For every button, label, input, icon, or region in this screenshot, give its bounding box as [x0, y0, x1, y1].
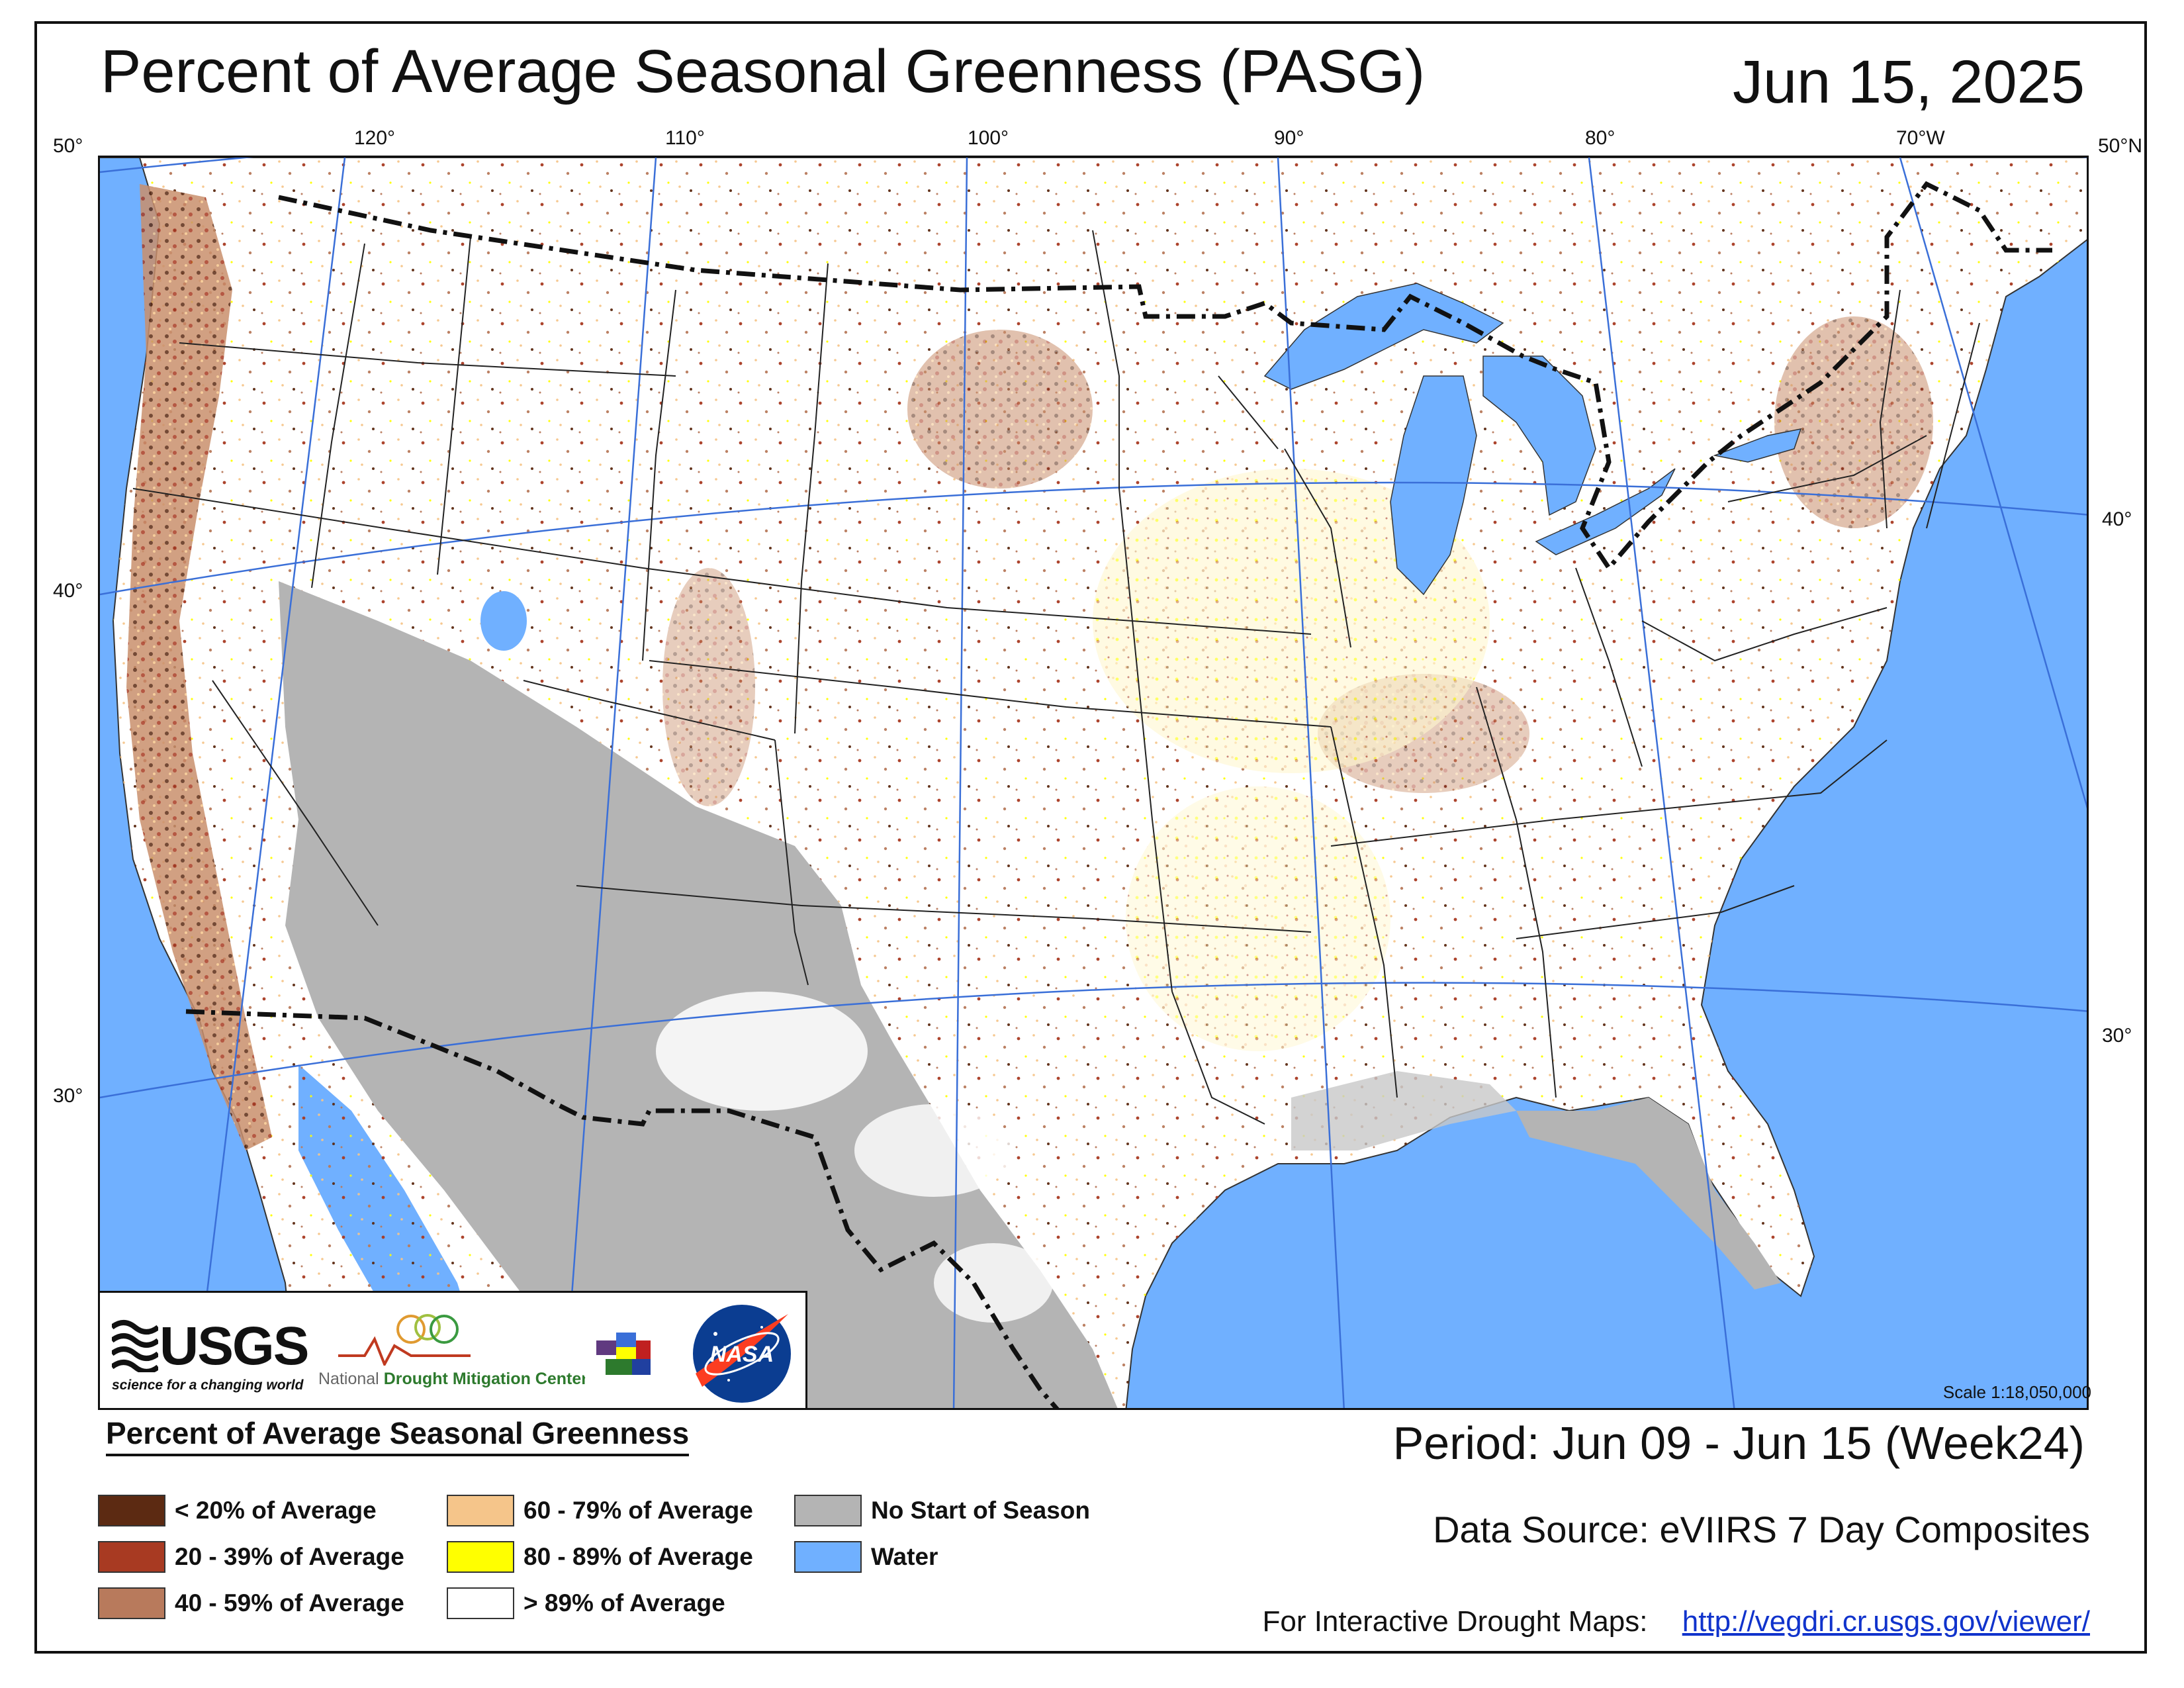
no-season-gulf-coast: [1291, 1071, 1516, 1150]
legend-label: No Start of Season: [871, 1497, 1090, 1524]
nasa-meatball-icon: NASA: [693, 1305, 791, 1403]
lon-label-120: 120°: [354, 127, 396, 149]
legend-swatch: [447, 1541, 514, 1573]
legend-swatch: [447, 1495, 514, 1526]
international-border: [185, 181, 2052, 1408]
nasa-logo[interactable]: NASA: [689, 1301, 795, 1407]
legend-item-80-89: 80 - 89% of Average: [447, 1541, 753, 1573]
lake-ontario: [1713, 428, 1802, 463]
legend-label: 20 - 39% of Average: [175, 1543, 404, 1570]
lon-label-100: 100°: [968, 127, 1009, 149]
lat-label-right-40: 40°: [2102, 508, 2132, 530]
lake-michigan: [1390, 375, 1477, 596]
low-greenness-dakotas: [907, 330, 1093, 489]
viewer-link[interactable]: http://vegdri.cr.usgs.gov/viewer/: [1682, 1605, 2090, 1638]
legend-title: Percent of Average Seasonal Greenness: [106, 1415, 690, 1456]
usgs-wave-icon: [112, 1320, 158, 1372]
legend-label: > 89% of Average: [523, 1589, 725, 1617]
legend-swatch: [98, 1587, 165, 1619]
hprcc-seal-icon: [578, 1306, 670, 1399]
usgs-tagline: science for a changing world: [112, 1378, 304, 1393]
svg-text:NASA: NASA: [710, 1342, 774, 1367]
lon-label-80: 80°: [1585, 127, 1615, 149]
map-frame: [34, 21, 2147, 1654]
legend-swatch: [447, 1587, 514, 1619]
lat-label-right-30: 30°: [2102, 1025, 2132, 1047]
lon-label-110: 110°: [665, 127, 705, 149]
legend-item-60-79: 60 - 79% of Average: [447, 1495, 753, 1526]
logo-panel: USGS science for a changing world Nation…: [98, 1291, 807, 1410]
white-patch-nm-east: [854, 1104, 1013, 1197]
ndmc-trees-icon: [338, 1314, 471, 1366]
white-patch-nm: [656, 992, 868, 1111]
scale-label: Scale 1:18,050,000: [1942, 1382, 2091, 1402]
legend-item-40-59: 40 - 59% of Average: [98, 1587, 404, 1619]
map-date: Jun 15, 2025: [1732, 48, 2085, 116]
legend-item-20-39: 20 - 39% of Average: [98, 1541, 404, 1573]
map-canvas: [100, 158, 2087, 1408]
legend-swatch: [98, 1495, 165, 1526]
ndmc-prefix: National: [318, 1370, 379, 1388]
legend-swatch: [98, 1541, 165, 1573]
low-greenness-colorado: [662, 568, 755, 806]
lat-label-left-50: 50°: [53, 135, 83, 157]
lat-label-left-40: 40°: [53, 580, 83, 602]
graticule: [100, 158, 2087, 1408]
low-greenness-northeast: [1774, 316, 1933, 528]
lat-label-left-30: 30°: [53, 1085, 83, 1107]
legend-swatch: [794, 1495, 862, 1526]
great-salt-lake: [480, 591, 527, 651]
legend-label: < 20% of Average: [175, 1497, 377, 1524]
white-patch-tx: [934, 1243, 1053, 1323]
usgs-logo[interactable]: USGS science for a changing world: [112, 1318, 357, 1397]
legend-item-lt20: < 20% of Average: [98, 1495, 377, 1526]
no-season-southwest: [279, 581, 1118, 1408]
ndmc-logo[interactable]: National Drought Mitigation Center: [318, 1313, 588, 1405]
pasg-map[interactable]: [98, 156, 2089, 1410]
state-boundaries: [132, 230, 1980, 1125]
lon-label-70w: 70°W: [1896, 127, 1945, 149]
map-title: Percent of Average Seasonal Greenness (P…: [101, 38, 1426, 105]
legend-item-water: Water: [794, 1541, 938, 1573]
legend-swatch: [794, 1541, 862, 1573]
lake-huron: [1482, 355, 1596, 516]
period-label: Period: Jun 09 - Jun 15 (Week24): [1392, 1417, 2085, 1469]
ndmc-text: National Drought Mitigation Center: [318, 1370, 588, 1389]
moderate-greenness-midwest: [1093, 469, 1490, 773]
low-greenness-west-coast: [126, 184, 272, 1150]
hprcc-logo[interactable]: [571, 1299, 677, 1405]
interactive-maps-line: For Interactive Drought Maps: http://veg…: [1262, 1605, 2090, 1638]
lake-superior: [1263, 283, 1504, 390]
lon-label-90: 90°: [1274, 127, 1304, 149]
legend-label: 40 - 59% of Average: [175, 1589, 404, 1617]
legend-item-gt89: > 89% of Average: [447, 1587, 725, 1619]
lake-erie: [1535, 468, 1676, 555]
legend-item-no-season: No Start of Season: [794, 1495, 1090, 1526]
usgs-wordmark: USGS: [159, 1316, 309, 1376]
legend-label: 60 - 79% of Average: [523, 1497, 753, 1524]
ndmc-main: Drought Mitigation Center: [383, 1370, 588, 1388]
moderate-greenness-south-central: [1126, 786, 1390, 1051]
legend-label: 80 - 89% of Average: [523, 1543, 753, 1570]
interactive-maps-label: For Interactive Drought Maps:: [1262, 1605, 1648, 1638]
legend-label: Water: [871, 1543, 938, 1570]
lat-label-right-50n: 50°N: [2098, 135, 2143, 157]
data-source-label: Data Source: eVIIRS 7 Day Composites: [1433, 1509, 2090, 1550]
